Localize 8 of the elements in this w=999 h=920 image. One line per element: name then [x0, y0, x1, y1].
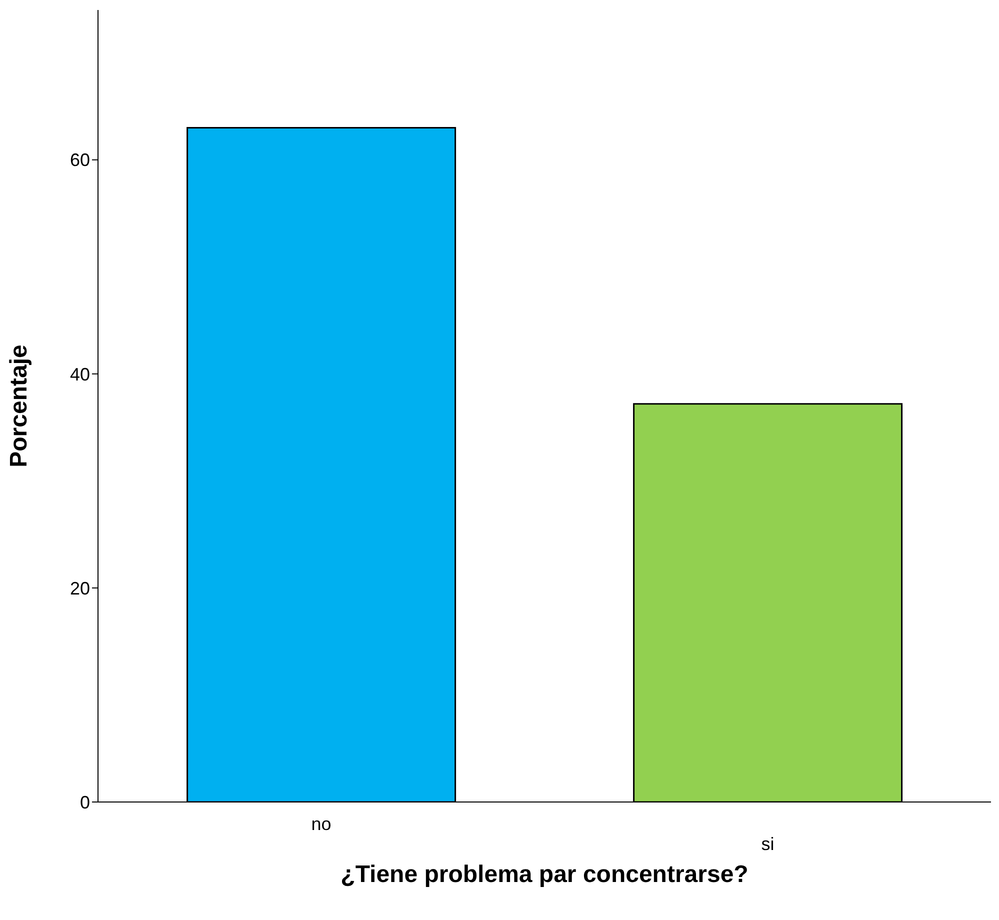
y-tick-label: 60	[70, 150, 90, 170]
y-tick-label: 20	[70, 578, 90, 598]
x-tick-label: si	[761, 834, 774, 854]
x-tick-label: no	[311, 814, 332, 834]
y-tick-label: 0	[80, 792, 90, 812]
y-axis-title: Porcentaje	[6, 344, 33, 468]
y-tick-label: 40	[70, 364, 90, 384]
x-axis-title: ¿Tiene problema par concentrarse?	[340, 861, 748, 888]
